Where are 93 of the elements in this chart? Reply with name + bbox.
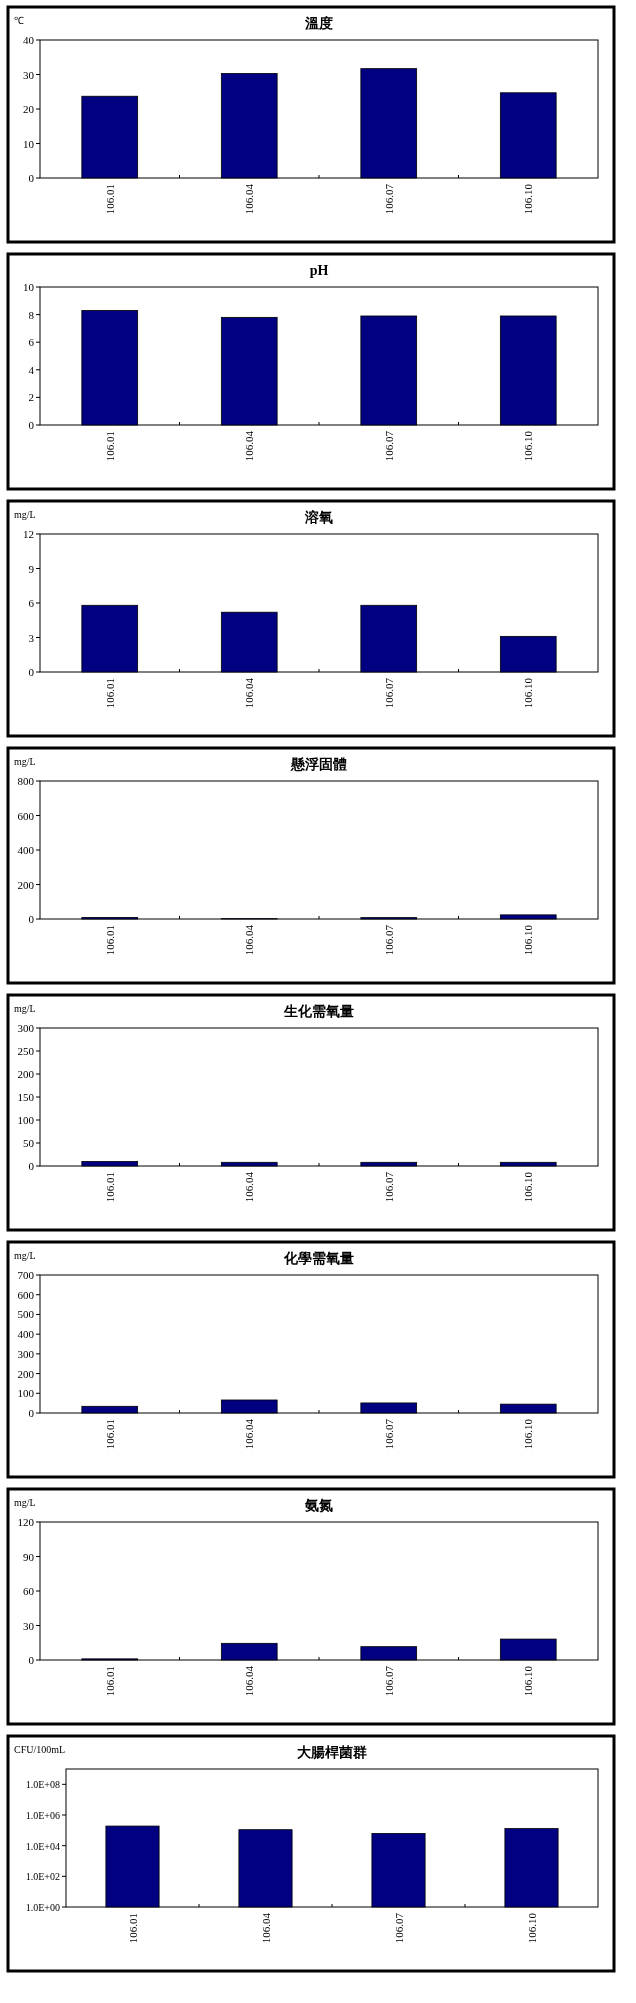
y-axis-title: mg/L: [14, 509, 36, 520]
x-tick-label: 106.01: [103, 1172, 116, 1203]
y-tick-label: 9: [28, 562, 35, 575]
y-tick-label: 10: [23, 281, 35, 293]
y-tick-label: 8: [28, 308, 35, 321]
y-tick-label: 0: [28, 666, 35, 678]
y-tick-label: 12: [23, 528, 34, 540]
x-tick-label: 106.07: [382, 1418, 395, 1450]
y-tick-label: 1.0E+08: [25, 1779, 60, 1791]
x-tick-label: 106.10: [525, 1912, 538, 1944]
y-axis-title: CFU/100mL: [14, 1744, 66, 1755]
y-tick-label: 0: [28, 913, 35, 925]
x-tick-label: 106.04: [243, 1665, 256, 1697]
y-tick-label: 4: [28, 363, 35, 376]
y-tick-label: 120: [17, 1516, 35, 1528]
x-tick-label: 106.10: [522, 924, 535, 956]
x-tick-label: 106.04: [243, 1418, 256, 1450]
y-tick-label: 6: [28, 336, 35, 349]
chart-title: 溶氧: [304, 509, 333, 525]
x-tick-label: 106.10: [522, 183, 535, 215]
x-tick-label: 106.04: [243, 677, 256, 709]
y-tick-label: 700: [17, 1269, 35, 1281]
y-tick-label: 800: [17, 775, 35, 787]
x-tick-label: 106.10: [522, 1418, 535, 1450]
y-tick-label: 20: [23, 103, 35, 115]
x-tick-label: 106.04: [259, 1912, 272, 1944]
y-tick-label: 600: [17, 809, 35, 822]
chart-title: 化學需氧量: [283, 1251, 354, 1266]
y-tick-label: 400: [17, 844, 35, 856]
y-tick-label: 1.0E+00: [25, 1902, 60, 1913]
y-tick-label: 30: [23, 68, 35, 81]
y-axis-title: mg/L: [14, 1250, 36, 1261]
y-tick-label: 100: [17, 1114, 35, 1126]
x-tick-label: 106.01: [103, 1419, 116, 1450]
y-tick-label: 40: [23, 34, 35, 46]
y-tick-label: 200: [17, 878, 35, 891]
x-tick-label: 106.07: [392, 1912, 405, 1944]
x-tick-label: 106.07: [382, 677, 395, 709]
y-tick-label: 1.0E+06: [25, 1810, 60, 1821]
x-tick-label: 106.04: [243, 430, 256, 462]
y-tick-label: 500: [17, 1308, 35, 1321]
y-tick-label: 0: [28, 419, 35, 431]
x-tick-label: 106.01: [103, 184, 116, 215]
chart-title: 氨氮: [304, 1498, 333, 1513]
x-tick-label: 106.07: [382, 924, 395, 956]
y-tick-label: 0: [28, 1407, 35, 1419]
x-tick-label: 106.07: [382, 183, 395, 215]
x-tick-label: 106.07: [382, 1171, 395, 1203]
y-tick-label: 6: [28, 597, 35, 609]
x-tick-label: 106.10: [522, 1665, 535, 1697]
y-tick-label: 100: [17, 1387, 35, 1400]
y-tick-label: 600: [17, 1288, 35, 1301]
y-axis-title: mg/L: [14, 1497, 36, 1508]
x-tick-label: 106.07: [382, 1665, 395, 1697]
y-tick-label: 200: [17, 1367, 35, 1380]
chart-title: 生化需氧量: [283, 1004, 354, 1019]
y-axis-title: mg/L: [14, 756, 36, 767]
y-tick-label: 250: [17, 1045, 35, 1057]
y-axis-title: mg/L: [14, 1003, 36, 1014]
y-tick-label: 90: [23, 1550, 35, 1563]
x-tick-label: 106.01: [103, 431, 116, 462]
y-tick-label: 1.0E+04: [25, 1840, 60, 1852]
y-tick-label: 300: [17, 1347, 35, 1360]
y-tick-label: 200: [17, 1068, 35, 1080]
y-tick-label: 10: [23, 137, 35, 150]
x-tick-label: 106.07: [382, 430, 395, 462]
y-tick-label: 400: [17, 1328, 35, 1341]
y-tick-label: 3: [28, 631, 35, 644]
x-tick-label: 106.04: [243, 183, 256, 215]
y-tick-label: 0: [28, 172, 35, 184]
y-axis-title: ℃: [14, 15, 24, 26]
y-tick-label: 1.0E+02: [25, 1871, 60, 1883]
y-tick-label: 150: [17, 1091, 35, 1103]
x-tick-label: 106.01: [126, 1913, 139, 1944]
x-tick-label: 106.04: [243, 1171, 256, 1203]
y-tick-label: 0: [28, 1654, 35, 1666]
y-tick-label: 2: [28, 391, 34, 404]
chart-title: 大腸桿菌群: [297, 1745, 367, 1760]
y-tick-label: 0: [28, 1160, 35, 1172]
chart-title: 懸浮固體: [290, 757, 347, 772]
chart-title: pH: [309, 263, 329, 278]
chart-title: 溫度: [304, 15, 333, 31]
y-tick-label: 300: [17, 1022, 35, 1034]
x-tick-label: 106.10: [522, 1171, 535, 1203]
x-tick-label: 106.01: [103, 925, 116, 956]
x-tick-label: 106.01: [103, 678, 116, 709]
y-tick-label: 50: [23, 1137, 35, 1149]
x-tick-label: 106.10: [522, 430, 535, 462]
x-tick-label: 106.01: [103, 1666, 116, 1697]
y-tick-label: 60: [23, 1585, 35, 1597]
x-tick-label: 106.10: [522, 677, 535, 709]
y-tick-label: 30: [23, 1619, 35, 1632]
x-tick-label: 106.04: [243, 924, 256, 956]
